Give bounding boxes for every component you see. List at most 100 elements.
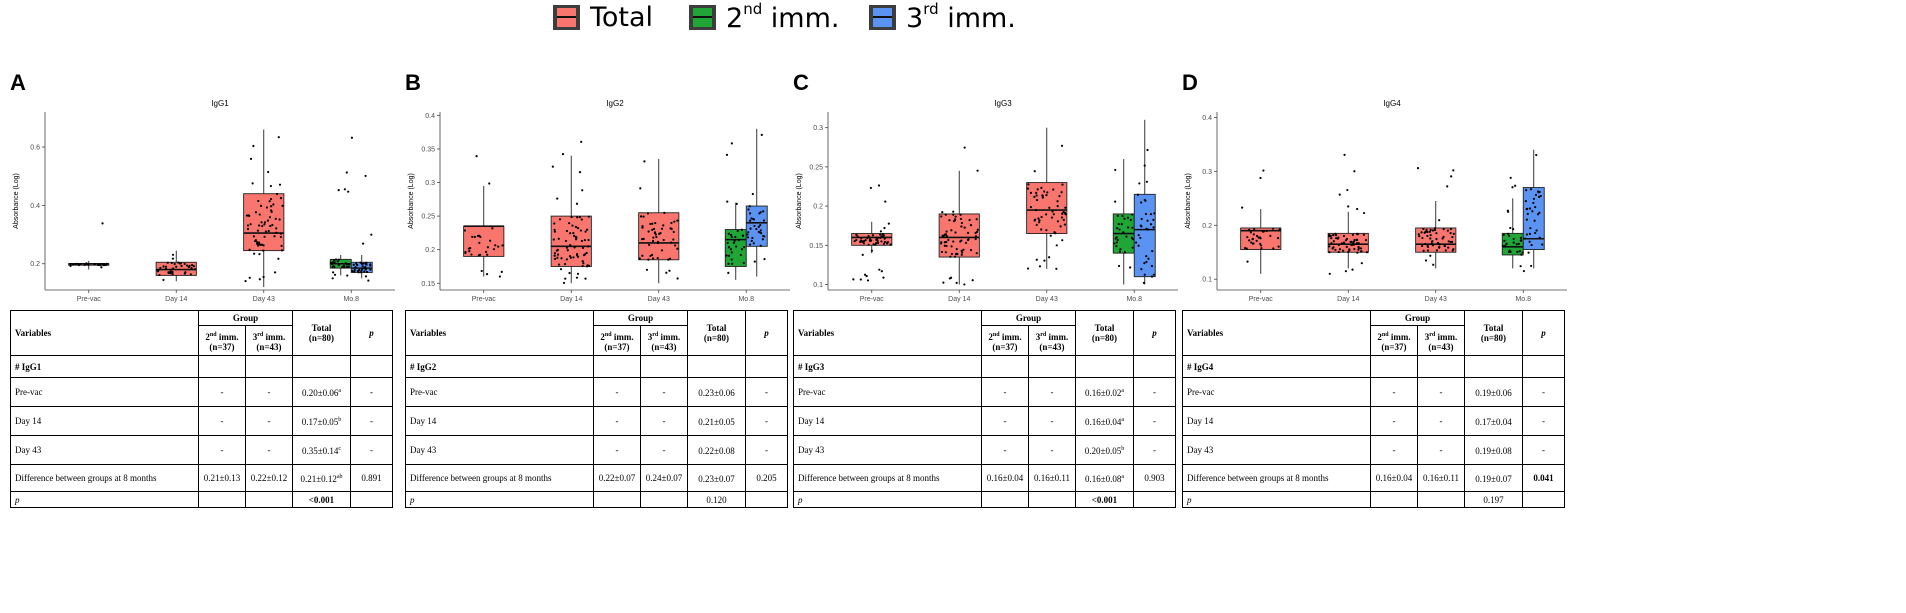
data-point: [1514, 184, 1517, 187]
header-total: Total (n=80): [687, 310, 746, 356]
data-point: [1431, 229, 1435, 232]
data-point: [587, 245, 590, 248]
cell-3rd-imm: -: [1028, 377, 1076, 407]
data-point: [1137, 244, 1140, 247]
data-point: [751, 236, 754, 240]
data-point: [1125, 235, 1128, 238]
data-point: [759, 229, 762, 232]
data-point: [960, 249, 963, 252]
x-tick-label: Day 14: [165, 296, 187, 303]
cell-2nd-imm: -: [1370, 406, 1418, 436]
data-point: [651, 228, 654, 231]
cell-3rd-imm: 0.16±0.11: [1028, 464, 1076, 492]
box-total: [851, 233, 893, 246]
data-point: [866, 279, 870, 282]
data-point: [358, 268, 361, 272]
data-point: [1530, 264, 1533, 268]
data-point: [101, 263, 105, 266]
data-point: [1063, 223, 1066, 226]
data-point: [642, 237, 645, 240]
data-point: [672, 238, 675, 241]
y-tick-label: 0.15: [809, 243, 823, 250]
data-point: [1328, 245, 1331, 248]
data-point: [98, 263, 102, 267]
data-point: [729, 248, 732, 251]
y-tick-label: 0.35: [421, 146, 435, 153]
data-point: [1255, 234, 1259, 238]
data-point: [1452, 169, 1455, 172]
cell-3rd-imm: -: [1028, 406, 1076, 436]
data-point: [581, 246, 585, 250]
data-point: [359, 261, 362, 264]
data-point: [1027, 183, 1030, 186]
data-point: [1524, 199, 1527, 203]
data-point: [583, 253, 587, 256]
data-point: [942, 281, 945, 284]
cell-3rd-imm: -: [640, 435, 688, 465]
header-group: Group: [593, 310, 688, 326]
data-point: [1435, 237, 1438, 241]
data-point: [639, 215, 643, 218]
data-point: [1430, 242, 1433, 245]
data-point: [943, 244, 946, 247]
data-point: [279, 232, 283, 235]
data-point: [259, 204, 263, 207]
row-label: p: [10, 491, 199, 508]
panel-b: B IgG2 0.15 0.2 0.25 0.3 0.35 0.4 Absorbance (Lo…: [405, 60, 800, 613]
data-point: [735, 245, 738, 248]
data-point: [257, 241, 261, 244]
data-point: [574, 238, 578, 241]
data-point: [1332, 233, 1335, 237]
data-point: [757, 225, 760, 228]
data-point: [364, 275, 368, 278]
data-point: [730, 235, 733, 238]
y-tick-label: 0.2: [425, 247, 435, 254]
data-point: [976, 169, 979, 172]
row-label: Difference between groups at 8 months: [405, 464, 594, 492]
data-point: [963, 146, 966, 149]
data-point: [1351, 268, 1354, 271]
cell-2nd-imm: -: [593, 406, 641, 436]
data-point: [1330, 242, 1333, 245]
data-point: [584, 277, 587, 280]
data-point: [486, 246, 490, 249]
data-point: [746, 236, 750, 239]
box-total: [550, 215, 592, 267]
x-tick-label: Day 14: [1337, 296, 1359, 303]
row-label: Difference between groups at 8 months: [1182, 464, 1371, 492]
table-row: Day 43 - - 0.19±0.08 -: [1182, 435, 1565, 465]
data-point: [950, 229, 953, 232]
box-total: [243, 193, 285, 252]
data-point: [1139, 236, 1142, 240]
data-point: [185, 264, 189, 267]
data-point: [760, 133, 763, 136]
data-point: [1129, 218, 1132, 222]
data-point: [336, 260, 339, 263]
y-tick-label: 0.6: [30, 145, 40, 152]
data-point: [1505, 242, 1508, 245]
data-point: [258, 213, 261, 216]
data-point: [1048, 206, 1051, 209]
data-point: [862, 242, 865, 245]
data-point: [1056, 220, 1060, 223]
data-point: [1259, 176, 1262, 180]
data-point: [883, 226, 886, 230]
data-point: [281, 204, 284, 207]
data-point: [256, 229, 259, 232]
cell-p: 0.041: [1522, 464, 1565, 492]
data-point: [1438, 243, 1441, 246]
data-point: [262, 249, 265, 252]
data-point: [1045, 213, 1048, 216]
data-point: [248, 214, 251, 217]
data-point: [665, 271, 668, 274]
header-p: p: [1133, 310, 1176, 356]
data-point: [964, 241, 968, 244]
data-point: [1026, 187, 1030, 190]
header-group: Group: [198, 310, 293, 326]
data-point: [952, 210, 955, 213]
header-3rd-imm: 3rd imm. (n=43): [1417, 325, 1465, 356]
data-point: [1061, 212, 1064, 215]
data-point: [757, 230, 760, 234]
data-point: [71, 263, 75, 266]
data-point: [1140, 268, 1143, 271]
